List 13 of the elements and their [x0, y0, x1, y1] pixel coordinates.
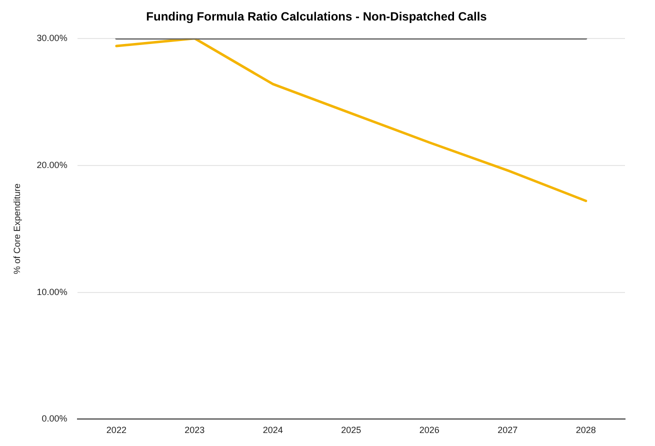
x-tick-label: 2025 [341, 425, 362, 436]
x-tick-label: 2023 [184, 425, 205, 436]
x-tick-label: 2026 [419, 425, 440, 436]
y-axis-title: % of Core Expenditure [12, 184, 22, 274]
x-tick-label: 2022 [106, 425, 126, 436]
x-tick-label: 2028 [576, 425, 596, 436]
x-tick-label: 2024 [262, 425, 283, 436]
y-tick-label: 20.00% [36, 160, 68, 170]
y-tick-label: 30.00% [36, 32, 68, 43]
y-tick-label: 0.00% [42, 414, 68, 424]
y-tick-label: 10.00% [36, 286, 68, 297]
x-tick-label: 2027 [498, 425, 518, 436]
chart-title: Funding Formula Ratio Calculations - Non-Dispatched Calls [146, 10, 488, 24]
